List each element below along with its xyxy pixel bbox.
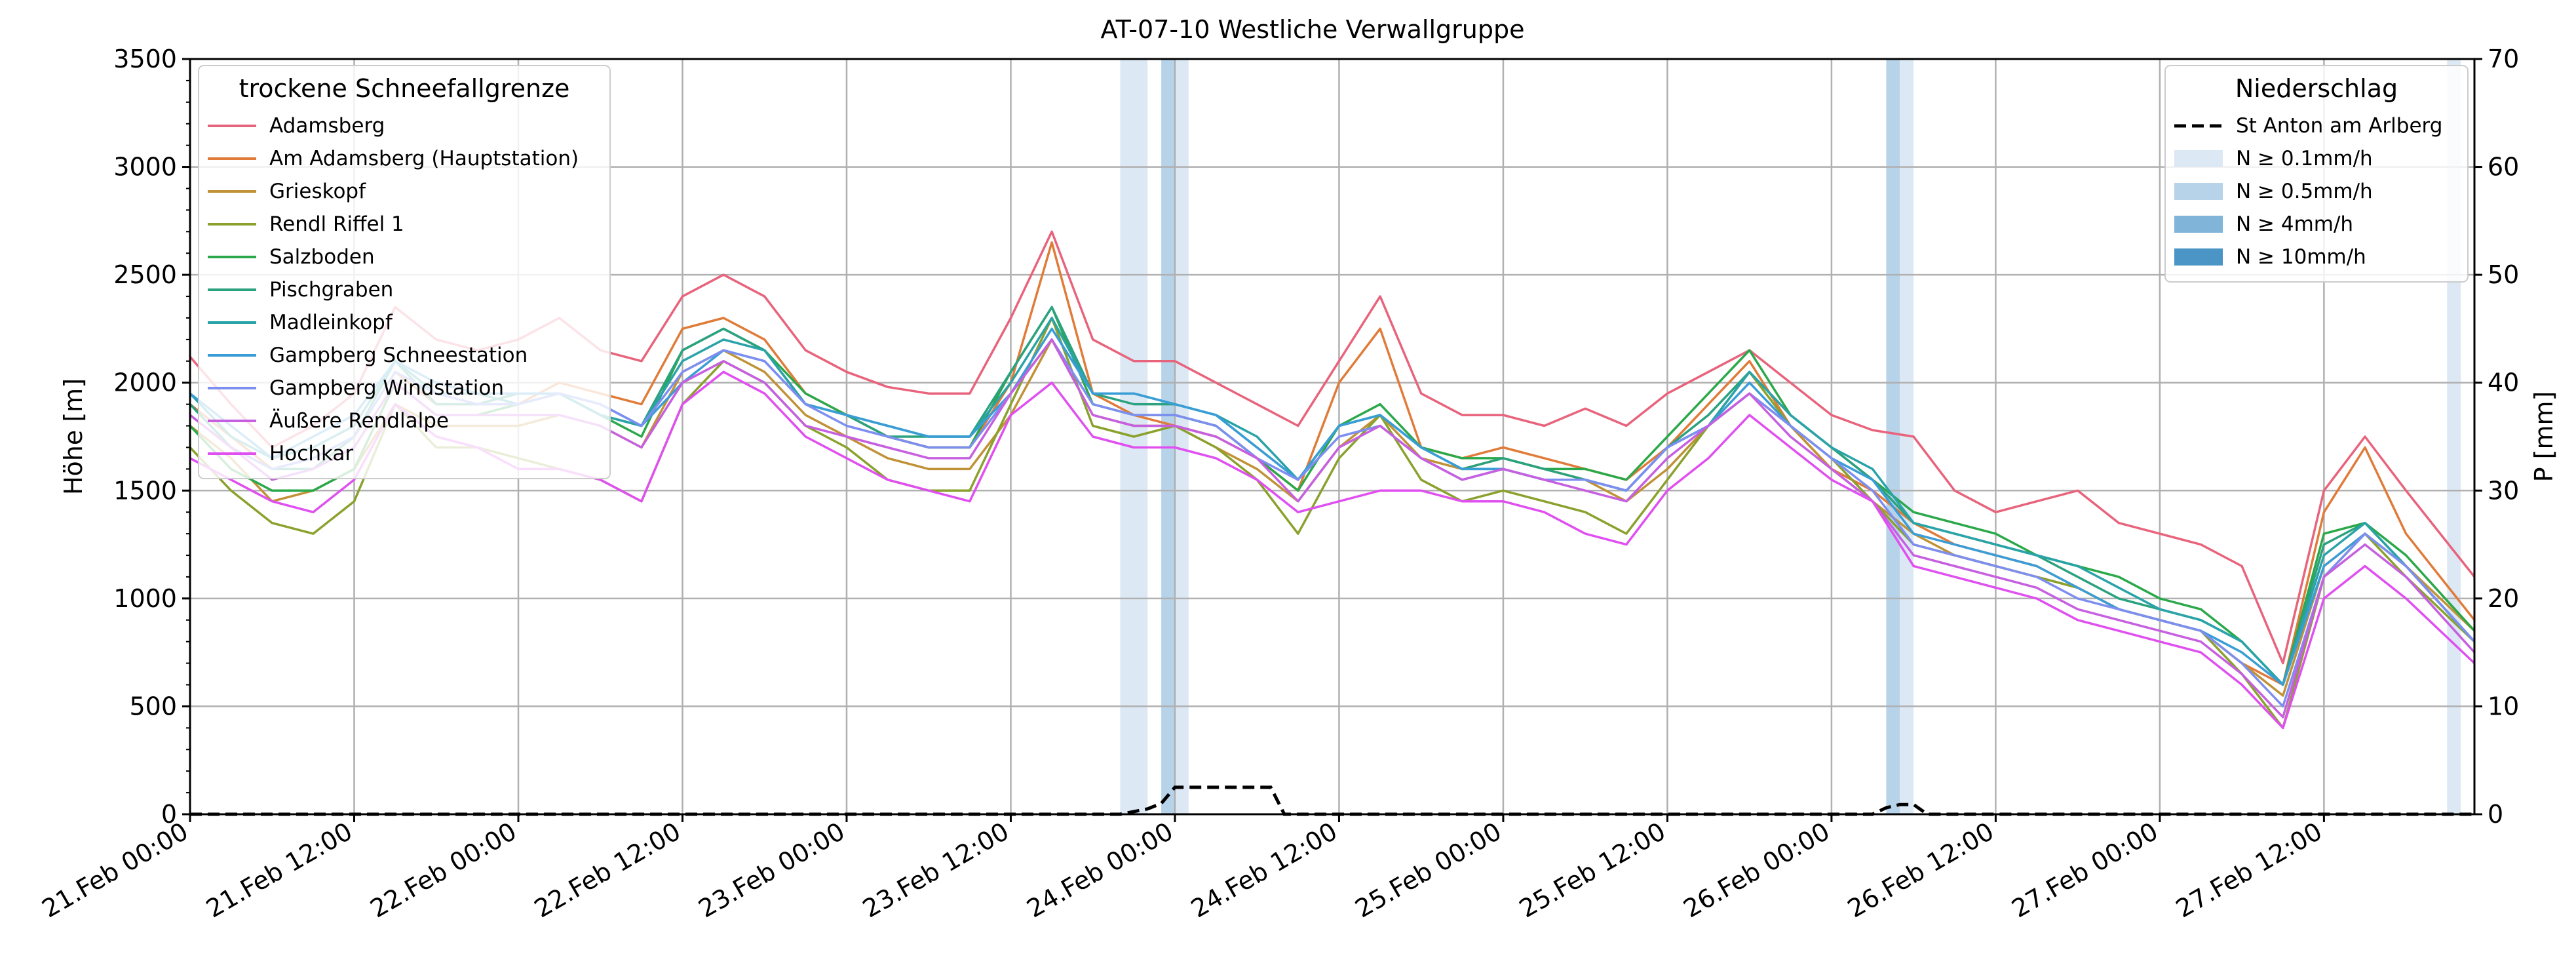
precip-line	[190, 785, 2474, 816]
legend-right-title: Niederschlag	[2235, 74, 2398, 103]
precip-band-2	[1174, 59, 1189, 814]
legend-band-swatch-2	[2174, 216, 2223, 233]
y-tick-label-6: 3000	[113, 153, 177, 182]
legend-left-title: trockene Schneefallgrenze	[239, 74, 570, 103]
precip-band-1	[1161, 59, 1175, 814]
y-tick-label-1: 500	[129, 692, 177, 720]
y2-tick-label-6: 60	[2488, 153, 2519, 182]
legend-band-label-1: N ≥ 0.5mm/h	[2236, 180, 2373, 203]
legend-label-9: Äußere Rendlalpe	[269, 409, 449, 433]
y2-tick-label-3: 30	[2488, 476, 2519, 505]
legend-label-2: Grieskopf	[269, 180, 366, 203]
y2-tick-label-1: 10	[2488, 692, 2519, 720]
y2-tick-label-7: 70	[2488, 45, 2519, 73]
y2-tick-label-4: 40	[2488, 368, 2519, 397]
legend-label-6: Madleinkopf	[269, 311, 393, 334]
precipitation-line	[190, 785, 2474, 816]
legend-precip-label: St Anton am Arlberg	[2236, 114, 2442, 138]
y-tick-label-7: 3500	[113, 45, 177, 73]
legend-label-1: Am Adamsberg (Hauptstation)	[269, 147, 579, 170]
legend-precipitation: Niederschlag St Anton am Arlberg N ≥ 0.1mm…	[2164, 65, 2469, 283]
y2-tick-label-2: 20	[2488, 584, 2519, 613]
y-tick-label-0: 0	[161, 800, 177, 829]
legend-label-7: Gampberg Schneestation	[269, 344, 528, 367]
y-tick-label-4: 2000	[113, 368, 177, 397]
y2-axis-label: P [mm]	[2529, 391, 2558, 483]
y-tick-label-5: 2500	[113, 260, 177, 289]
legend-snowline: trockene Schneefallgrenze Adamsberg Am Ada…	[198, 65, 611, 479]
legend-label-8: Gampberg Windstation	[269, 376, 504, 400]
legend-label-5: Pischgraben	[269, 278, 393, 302]
y2-tick-label-5: 50	[2488, 260, 2519, 289]
legend-band-label-2: N ≥ 4mm/h	[2236, 212, 2353, 236]
y2-tick-label-0: 0	[2488, 800, 2503, 829]
legend-label-10: Hochkar	[269, 442, 353, 465]
precip-band-3	[1886, 59, 1900, 814]
plot-frame	[189, 58, 2476, 816]
legend-band-swatch-0	[2174, 150, 2223, 167]
chart-title: AT-07-10 Westliche Verwallgruppe	[1101, 15, 1525, 44]
legend-band-swatch-1	[2174, 183, 2223, 200]
legend-band-label-3: N ≥ 10mm/h	[2236, 245, 2366, 269]
legend-band-swatch-3	[2174, 248, 2223, 266]
y-tick-label-3: 1500	[113, 476, 177, 505]
legend-label-3: Rendl Riffel 1	[269, 212, 404, 236]
legend-right-box	[2164, 65, 2469, 283]
legend-left-box	[198, 65, 611, 479]
y-tick-label-2: 1000	[113, 584, 177, 613]
legend-band-label-0: N ≥ 0.1mm/h	[2236, 147, 2373, 170]
legend-label-4: Salzboden	[269, 245, 375, 269]
legend-label-0: Adamsberg	[269, 114, 385, 138]
y-axis-label: Höhe [m]	[59, 378, 88, 495]
